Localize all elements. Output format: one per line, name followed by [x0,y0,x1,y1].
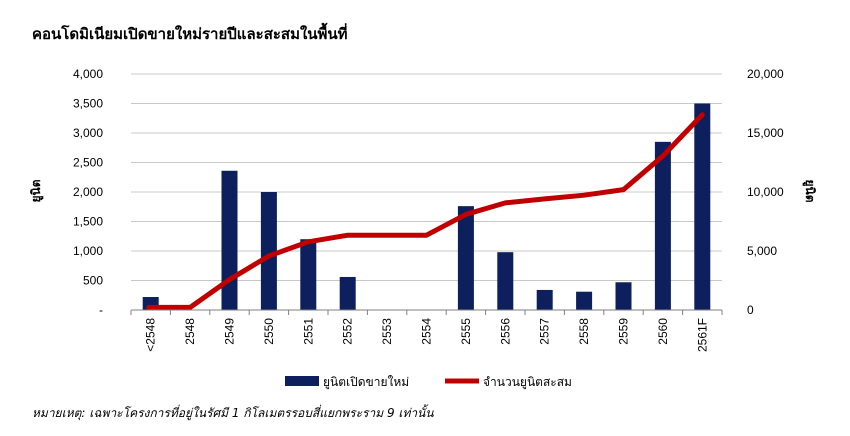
left-axis-label: ยูนิต [29,179,44,202]
right-tick-label: 20,000 [747,67,784,81]
bar [339,276,356,310]
bar [497,252,514,310]
bar [300,239,317,310]
left-axis: - 500 1,000 1,500 2,000 2,500 3,000 3,500 4,000 [73,67,103,317]
left-tick-label: 1,500 [73,215,103,229]
right-axis: 0 5,000 10,000 15,000 20,000 [747,67,784,317]
bar [654,141,671,310]
right-tick-label: 5,000 [747,244,777,258]
x-tick-label: 2549 [223,318,237,345]
legend-bar-swatch [285,376,319,386]
x-tick-label: <2548 [144,318,158,352]
x-tick-label: 2556 [498,318,512,345]
left-tick-label: 2,000 [73,185,103,199]
x-tick-label: 2555 [459,318,473,345]
gridlines [131,73,722,281]
x-tick-label: 2561F [695,318,709,352]
right-tick-label: 15,000 [747,126,784,140]
left-tick-label: 2,500 [73,156,103,170]
footnote: หมายเหตุ: เฉพาะโครงการที่อยู่ในรัศมี 1 ก… [32,406,434,420]
right-tick-label: 0 [747,303,754,317]
x-tick-label: 2559 [617,318,631,345]
x-tick-label: 2550 [262,318,276,345]
x-tick-label: 2558 [577,318,591,345]
bar [576,291,593,310]
left-tick-label: 3,500 [73,97,103,111]
left-tick-label: 4,000 [73,67,103,81]
x-tick-label: 2560 [656,318,670,345]
bar [694,103,711,310]
bar [221,170,238,310]
legend-line-label: จำนวนยูนิตสะสม [483,375,572,390]
x-tick-label: 2551 [301,318,315,345]
left-tick-label: 1,000 [73,244,103,258]
x-tick-label: 2557 [538,318,552,345]
legend: ยูนิตเปิดขายใหม่ จำนวนยูนิตสะสม [285,375,572,390]
chart-title: คอนโดมิเนียมเปิดขายใหม่รายปีและสะสมในพื้… [32,25,348,43]
x-tick-label: 2552 [341,318,355,345]
cumulative-line [146,112,705,310]
line-series [146,112,705,310]
x-tick-label: 2548 [183,318,197,345]
right-tick-label: 10,000 [747,185,784,199]
x-tick-label: 2553 [380,318,394,345]
bar [536,289,553,310]
bar [615,282,632,310]
bar [457,206,474,310]
left-tick-label: 500 [83,274,103,288]
right-axis-label: ยูนิต [802,179,817,202]
legend-bar-label: ยูนิตเปิดขายใหม่ [323,375,409,390]
x-axis: <2548 2548 2549 2550 2551 2552 2553 2554 2555 255… [130,309,723,352]
bar [260,192,277,310]
left-tick-label: 3,000 [73,126,103,140]
left-tick-label: - [99,303,103,317]
x-tick-label: 2554 [420,318,434,345]
